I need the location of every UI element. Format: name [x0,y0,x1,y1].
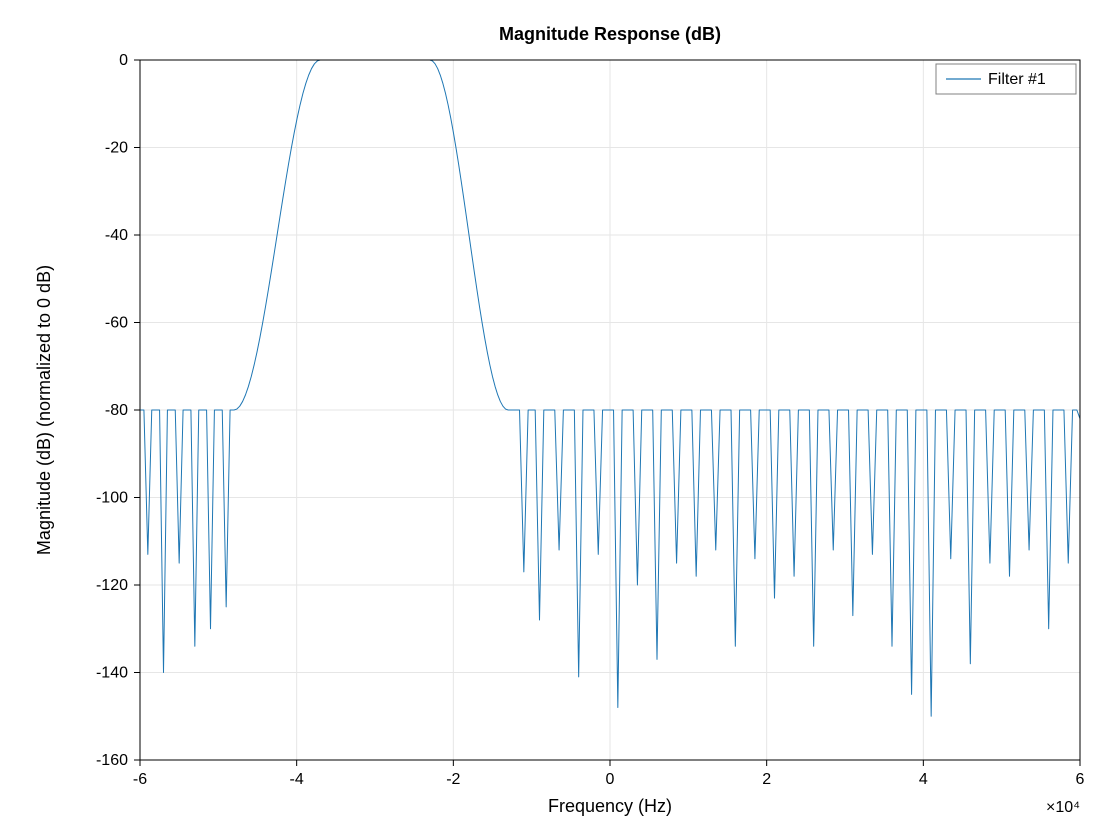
y-tick-label: -120 [96,577,128,594]
magnitude-response-plot: -6-4-20246-160-140-120-100-80-60-40-200F… [0,0,1120,840]
y-tick-label: -40 [105,227,128,244]
y-tick-label: -160 [96,752,128,769]
x-tick-label: -2 [446,771,460,788]
y-axis-label: Magnitude (dB) (normalized to 0 dB) [34,265,54,555]
y-tick-label: 0 [119,52,128,69]
chart-container: -6-4-20246-160-140-120-100-80-60-40-200F… [0,0,1120,840]
x-axis-label: Frequency (Hz) [548,796,672,816]
x-tick-label: 0 [606,771,615,788]
x-tick-label: -4 [290,771,304,788]
x-tick-label: -6 [133,771,147,788]
y-tick-label: -60 [105,315,128,332]
chart-title: Magnitude Response (dB) [499,24,721,44]
x-tick-label: 2 [762,771,771,788]
y-tick-label: -20 [105,140,128,157]
x-tick-label: 4 [919,771,928,788]
y-tick-label: -80 [105,402,128,419]
x-tick-label: 6 [1076,771,1085,788]
x-exponent-label: ×10⁴ [1046,799,1080,816]
legend-label: Filter #1 [988,71,1046,88]
y-tick-label: -140 [96,665,128,682]
y-tick-label: -100 [96,490,128,507]
